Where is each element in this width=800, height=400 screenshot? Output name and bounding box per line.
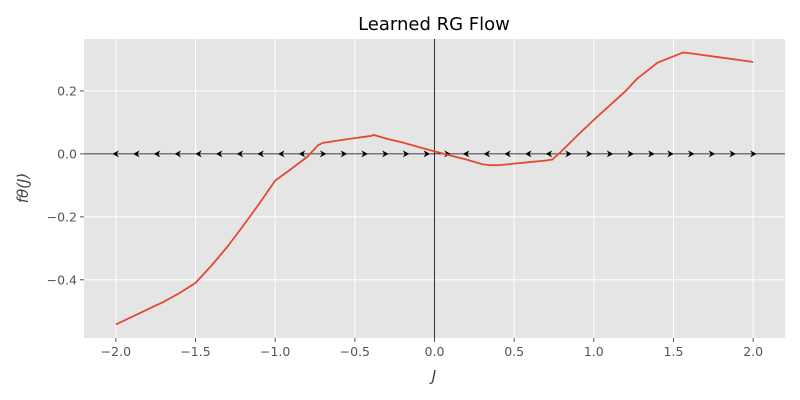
flow-arrow-right: [606, 150, 614, 158]
x-tick-label: −0.5: [340, 344, 370, 359]
x-tick-label: −1.5: [180, 344, 210, 359]
flow-arrow-right: [627, 150, 634, 158]
y-tick-label: 0.0: [57, 146, 77, 161]
x-axis-label: J: [429, 367, 436, 385]
flow-arrow-left: [462, 150, 470, 158]
flow-arrows: [112, 150, 757, 158]
x-tick-label: 0.5: [504, 344, 524, 359]
y-axis-ticks: −0.4 −0.2 0.0 0.2: [47, 83, 84, 287]
x-axis-ticks: −2.0 −1.5 −1.0 −0.5 0.0 0.5 1.0 1.5 2.0: [101, 338, 763, 359]
flow-arrow-right: [688, 150, 695, 158]
flow-arrow-left: [278, 150, 285, 158]
series-line: [115, 51, 754, 326]
x-tick-label: 1.5: [664, 344, 684, 359]
flow-arrow-left: [236, 150, 244, 158]
flow-arrow-left: [153, 150, 161, 158]
y-tick-label: −0.2: [47, 209, 77, 224]
flow-arrow-right: [708, 150, 716, 158]
flow-arrow-left: [298, 150, 306, 158]
flow-arrow-left: [174, 150, 181, 158]
x-tick-label: 1.0: [584, 344, 604, 359]
flow-arrow-left: [483, 150, 491, 158]
x-tick-label: −1.0: [260, 344, 290, 359]
flow-arrow-right: [667, 150, 674, 158]
x-tick-label: −2.0: [101, 344, 131, 359]
flow-arrow-left: [133, 150, 140, 158]
flow-arrow-right: [586, 150, 593, 158]
chart-title: Learned RG Flow: [358, 14, 510, 35]
flow-arrow-right: [402, 150, 410, 158]
flow-arrow-right: [750, 150, 757, 158]
flow-arrow-left: [195, 150, 202, 158]
zero-axis-lines: [84, 39, 785, 338]
flow-arrow-right: [382, 150, 389, 158]
flow-arrow-left: [504, 150, 511, 158]
flow-arrow-right: [340, 150, 348, 158]
flow-arrow-right: [319, 150, 327, 158]
flow-arrow-right: [565, 150, 572, 158]
flow-arrow-left: [112, 150, 119, 158]
flow-arrow-left: [524, 150, 532, 158]
flow-arrow-right: [729, 150, 736, 158]
x-tick-label: 0.0: [425, 344, 445, 359]
x-tick-label: 2.0: [743, 344, 763, 359]
y-tick-label: 0.2: [57, 83, 77, 98]
flow-arrow-right: [648, 150, 655, 158]
y-axis-label: fθ(J): [14, 173, 32, 204]
flow-arrow-left: [215, 150, 223, 158]
flow-arrow-right: [361, 150, 368, 158]
flow-arrow-left: [257, 150, 264, 158]
flow-arrow-left: [545, 150, 553, 158]
flow-arrow-right: [423, 150, 431, 158]
y-tick-label: −0.4: [47, 272, 77, 287]
